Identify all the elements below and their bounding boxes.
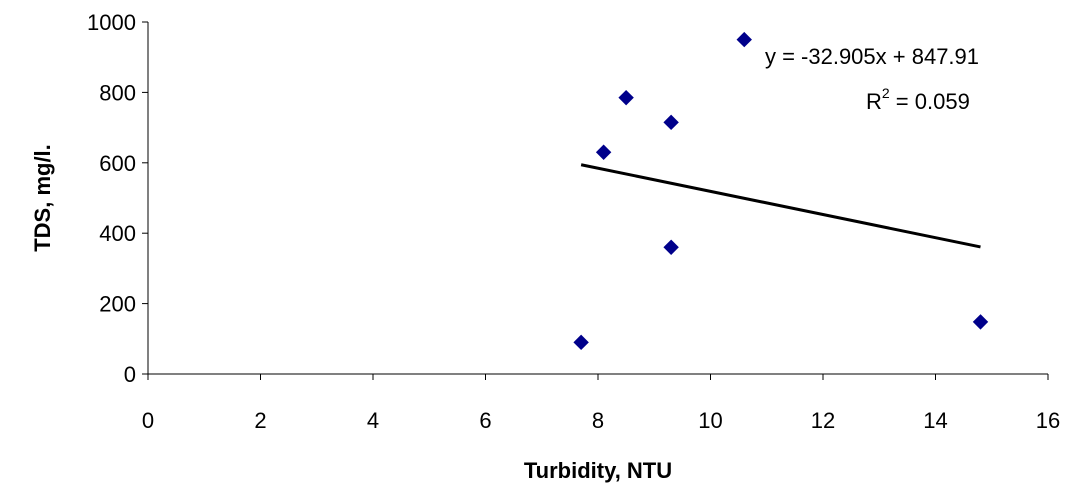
r-squared-label: R2 = 0.059 bbox=[866, 85, 970, 114]
x-tick-label: 2 bbox=[254, 408, 266, 433]
x-tick-label: 16 bbox=[1036, 408, 1060, 433]
x-tick-label: 12 bbox=[811, 408, 835, 433]
trendline-group bbox=[580, 163, 981, 249]
data-point bbox=[972, 314, 989, 330]
trendline-equation: y = -32.905x + 847.91 bbox=[765, 44, 979, 69]
x-tick-label: 0 bbox=[142, 408, 154, 433]
y-tick-label: 1000 bbox=[87, 10, 136, 35]
x-axis-title: Turbidity, NTU bbox=[524, 458, 672, 483]
y-tick-label: 600 bbox=[99, 151, 136, 176]
data-point bbox=[595, 144, 612, 160]
y-axis-title: TDS, mg/l. bbox=[30, 144, 55, 252]
data-point bbox=[663, 114, 679, 131]
y-tick-label: 0 bbox=[124, 362, 136, 387]
y-tick-label: 200 bbox=[99, 292, 136, 317]
x-tick-label: 10 bbox=[698, 408, 722, 433]
y-tick-label: 800 bbox=[99, 80, 136, 105]
y-axis-ticks: 0 200 400 600 800 1000 bbox=[87, 10, 148, 387]
r-squared-superscript: 2 bbox=[882, 85, 890, 101]
x-tick-label: 8 bbox=[592, 408, 604, 433]
data-point bbox=[736, 31, 752, 48]
data-point bbox=[573, 334, 589, 351]
x-tick-label: 6 bbox=[479, 408, 491, 433]
data-points bbox=[573, 31, 989, 351]
trendline bbox=[580, 163, 981, 249]
axes bbox=[147, 22, 1048, 375]
x-tick-label: 4 bbox=[367, 408, 379, 433]
x-tick-label: 14 bbox=[923, 408, 947, 433]
r-squared-value: = 0.059 bbox=[890, 89, 970, 114]
r-squared-prefix: R bbox=[866, 89, 882, 114]
y-tick-label: 400 bbox=[99, 221, 136, 246]
data-point bbox=[663, 239, 679, 255]
data-point bbox=[618, 89, 634, 106]
x-axis-ticks: 0 2 4 6 8 10 12 14 16 bbox=[142, 374, 1060, 433]
